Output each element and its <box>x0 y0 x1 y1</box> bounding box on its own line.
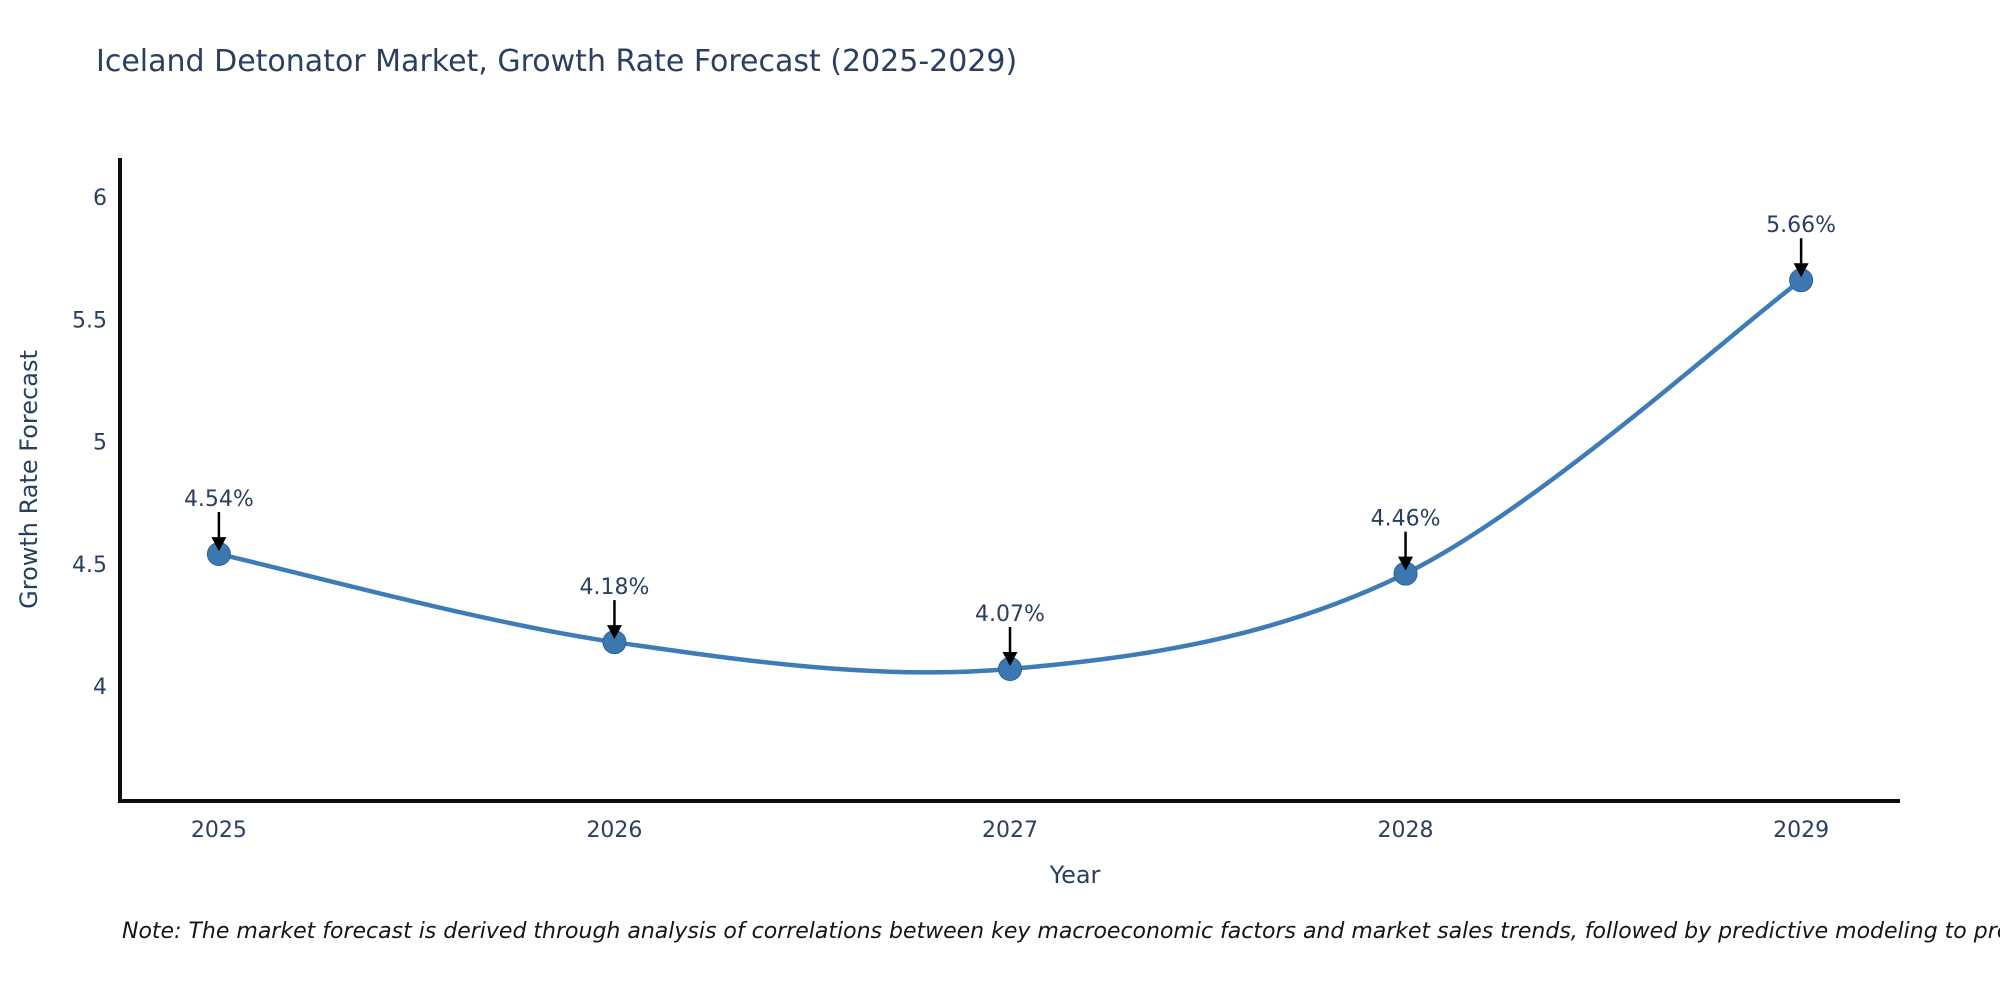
annotation-arrowhead <box>1793 263 1809 278</box>
y-tick-label: 5.5 <box>72 308 107 333</box>
x-tick-label: 2028 <box>1378 818 1434 843</box>
annotation-arrowhead <box>606 625 622 640</box>
y-tick-label: 4.5 <box>72 553 107 578</box>
x-axis-title: Year <box>1049 861 1101 889</box>
point-value-label: 4.46% <box>1371 507 1441 532</box>
point-value-label: 4.18% <box>579 575 649 600</box>
annotation-arrowhead <box>1398 556 1414 571</box>
annotation-arrowhead <box>1002 651 1018 666</box>
chart-title: Iceland Detonator Market, Growth Rate Fo… <box>96 44 1018 79</box>
x-tick-label: 2025 <box>191 818 247 843</box>
point-value-label: 5.66% <box>1766 213 1836 238</box>
y-tick-label: 4 <box>93 675 107 700</box>
x-tick-label: 2029 <box>1773 818 1829 843</box>
y-tick-label: 6 <box>93 186 107 211</box>
x-tick-label: 2027 <box>982 818 1038 843</box>
annotation-arrowhead <box>211 537 227 552</box>
footnote-text: Note: The market forecast is derived thr… <box>122 919 2000 944</box>
point-value-label: 4.07% <box>975 602 1045 627</box>
y-tick-label: 5 <box>93 431 107 456</box>
y-axis-title: Growth Rate Forecast <box>15 350 43 609</box>
x-tick-label: 2026 <box>586 818 642 843</box>
point-value-label: 4.54% <box>184 487 254 512</box>
